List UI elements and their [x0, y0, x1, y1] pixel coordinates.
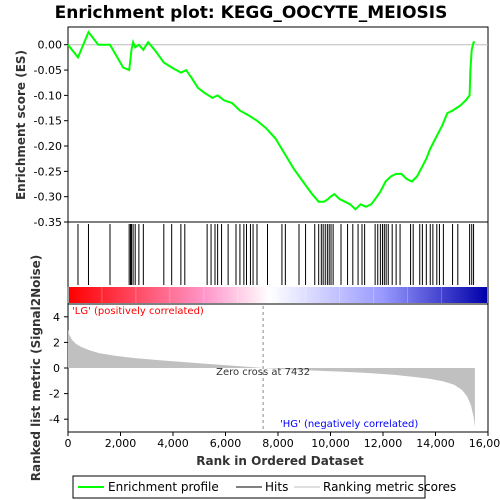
metric-y-axis-label: Ranked list metric (Signal2Noise) — [29, 255, 43, 482]
es-y-axis: 0.00 -0.05 -0.10 -0.15 -0.20 -0.25 -0.30 -0.35 — [34, 39, 68, 229]
x-tick-label: 10,000 — [311, 437, 350, 450]
x-tick-label: 16,000 — [469, 437, 500, 450]
x-tick-label: 8,000 — [262, 437, 294, 450]
metric-y-tick-label: 0 — [53, 362, 60, 375]
metric-y-tick-label: -4 — [49, 413, 60, 426]
legend-label-enrichment-profile: Enrichment profile — [108, 480, 219, 494]
legend: Enrichment profile Hits Ranking metric s… — [72, 475, 456, 499]
rank-color-band — [67, 287, 487, 303]
enrichment-panel: 0.00-0.05-0.10-0.15-0.20-0.25-0.30-0.35 … — [14, 26, 489, 229]
zero-cross-label: Zero cross at 7432 — [216, 367, 310, 378]
es-y-tick-label: 0.00 — [38, 39, 63, 52]
enrichment-profile-line — [67, 30, 475, 211]
x-tick-label: 0 — [65, 437, 72, 450]
es-y-tick-label: -0.35 — [34, 216, 62, 229]
negative-correlation-label: 'HG' (negatively correlated) — [280, 419, 418, 430]
x-tick-label: 6,000 — [210, 437, 242, 450]
es-y-tick-label: -0.05 — [34, 64, 62, 77]
positive-correlation-label: 'LG' (positively correlated) — [72, 306, 204, 317]
es-y-tick-label: -0.10 — [34, 89, 62, 102]
metric-y-tick-label: 2 — [53, 336, 60, 349]
enrichment-panel-frame — [67, 26, 489, 223]
hits-panel — [67, 221, 489, 305]
x-tick-label: 4,000 — [157, 437, 189, 450]
chart-title: Enrichment plot: KEGG_OOCYTE_MEIOSIS — [55, 3, 448, 23]
x-axis-label: Rank in Ordered Dataset — [196, 454, 364, 468]
legend-label-hits: Hits — [265, 480, 288, 494]
metric-y-tick-label: -2 — [49, 388, 60, 401]
x-tick-label: 14,000 — [416, 437, 455, 450]
x-tick-label: 12,000 — [364, 437, 403, 450]
ranked-metric-panel: Zero cross at 7432 'LG' (positively corr… — [29, 255, 500, 482]
rank-x-axis: 0 2,000 4,000 6,000 8,000 10,000 12,000 14,000 1… — [65, 432, 500, 450]
x-tick-label: 2,000 — [105, 437, 137, 450]
es-y-tick-label: -0.20 — [34, 140, 62, 153]
es-y-tick-label: -0.15 — [34, 115, 62, 128]
metric-y-tick-label: 4 — [53, 311, 60, 324]
legend-label-ranking-metric: Ranking metric scores — [323, 480, 456, 494]
rank-gradient-band — [69, 287, 487, 303]
es-y-tick-label: -0.30 — [34, 191, 62, 204]
metric-y-axis: 4 2 0 -2 -4 — [49, 311, 68, 426]
es-y-axis-label: Enrichment score (ES) — [14, 50, 28, 200]
hit-markers — [77, 224, 475, 285]
es-y-tick-label: -0.25 — [34, 165, 62, 178]
